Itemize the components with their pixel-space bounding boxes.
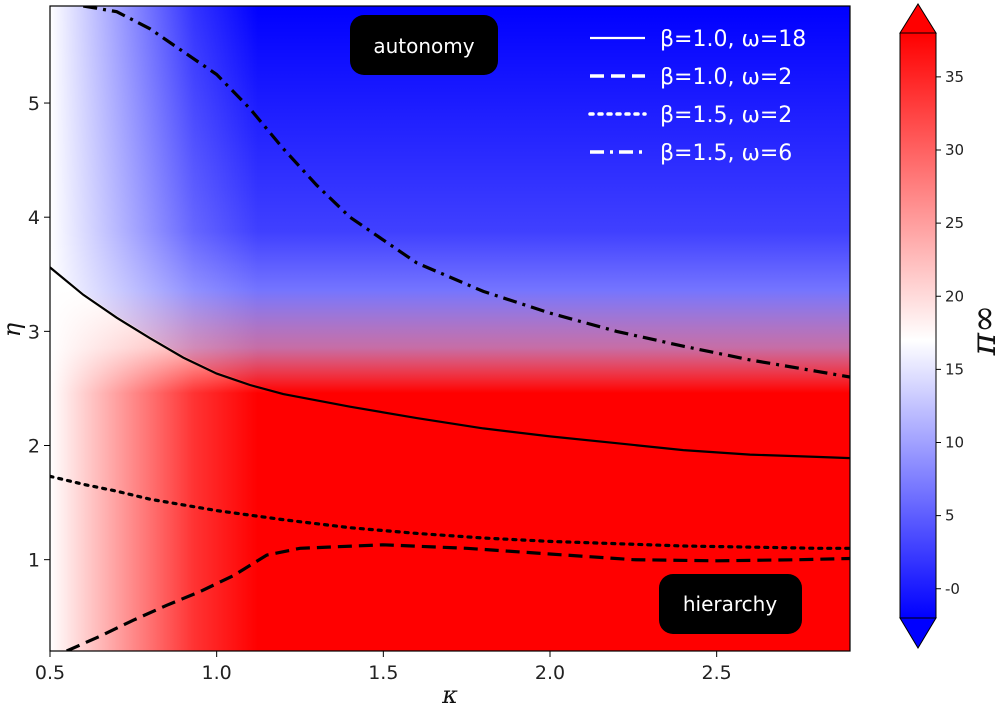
legend: β=1.0, ω=18 β=1.0, ω=2 β=1.5, ω=2 β=1.5, ω=… [588,27,806,166]
colorbar-ticks: -0 5 10 15 20 25 30 35 [936,68,964,598]
series-line-1 [50,266,850,460]
annotation-autonomy: autonomy [350,15,498,75]
y-tick-label: 2 [28,436,40,458]
series-line-3 [50,474,850,550]
y-tick-label: 3 [28,321,40,343]
x-tick-label: 1.0 [202,662,232,684]
x-tick-label: 2.5 [702,662,732,684]
x-axis-label: κ [441,681,458,709]
annotation-hierarchy: hierarchy [659,574,802,634]
colorbar-tick-label: 20 [945,287,964,305]
x-tick-label: 1.5 [368,662,398,684]
y-tick-label: 5 [28,93,40,115]
x-tick-label: 2.0 [535,662,565,684]
colorbar: -0 5 10 15 20 25 30 35 π∞ [899,3,1000,649]
colorbar-label: π∞ [964,305,1000,357]
series-line-2 [66,543,850,651]
contour-lines [50,6,850,651]
y-axis: 1 2 3 4 5 [28,93,50,572]
plot-frame [49,5,851,652]
colorbar-tick-label: 30 [945,141,964,159]
colorbar-body [899,32,937,619]
plot-area [50,6,850,651]
x-axis: 0.5 1.0 1.5 2.0 2.5 [35,651,732,684]
y-tick-label: 4 [28,207,40,229]
y-tick-label: 1 [28,550,40,572]
annotation-hierarchy-text: hierarchy [683,592,777,616]
colorbar-tick-label: 5 [945,507,955,525]
colorbar-tick-label: 15 [945,360,964,378]
colorbar-tick-label: 25 [945,214,964,232]
annotation-autonomy-text: autonomy [373,34,474,58]
series-line-4 [83,6,850,379]
heatmap-pink-field [50,6,850,651]
legend-label-3: β=1.5, ω=2 [660,103,792,128]
colorbar-tick-label: 35 [945,68,964,86]
y-axis-label: η [0,322,26,337]
legend-label-1: β=1.0, ω=18 [660,27,806,52]
x-tick-label: 0.5 [35,662,65,684]
colorbar-extend-top [899,3,937,34]
colorbar-extend-bottom [899,617,937,649]
legend-label-2: β=1.0, ω=2 [660,65,792,90]
colorbar-tick-label: 10 [945,434,964,452]
legend-label-4: β=1.5, ω=6 [660,141,792,166]
colorbar-tick-label: -0 [945,580,960,598]
